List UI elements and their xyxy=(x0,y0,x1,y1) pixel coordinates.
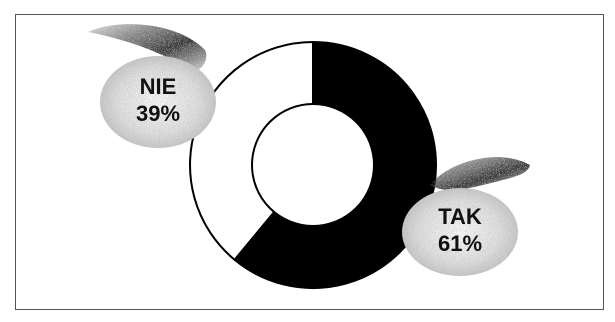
slice-value-tak: 61% xyxy=(438,231,482,256)
callout-tak-shadow xyxy=(430,157,530,191)
donut-hole xyxy=(251,103,375,227)
slice-value-nie: 39% xyxy=(136,101,180,126)
callout-tak-bubble xyxy=(402,188,518,276)
slice-label-tak: TAK xyxy=(438,204,482,229)
callout-tak: TAK 61% xyxy=(402,157,530,276)
slice-label-nie: NIE xyxy=(140,74,177,99)
callout-nie-bubble xyxy=(100,56,216,148)
callout-nie: NIE 39% xyxy=(88,24,216,148)
